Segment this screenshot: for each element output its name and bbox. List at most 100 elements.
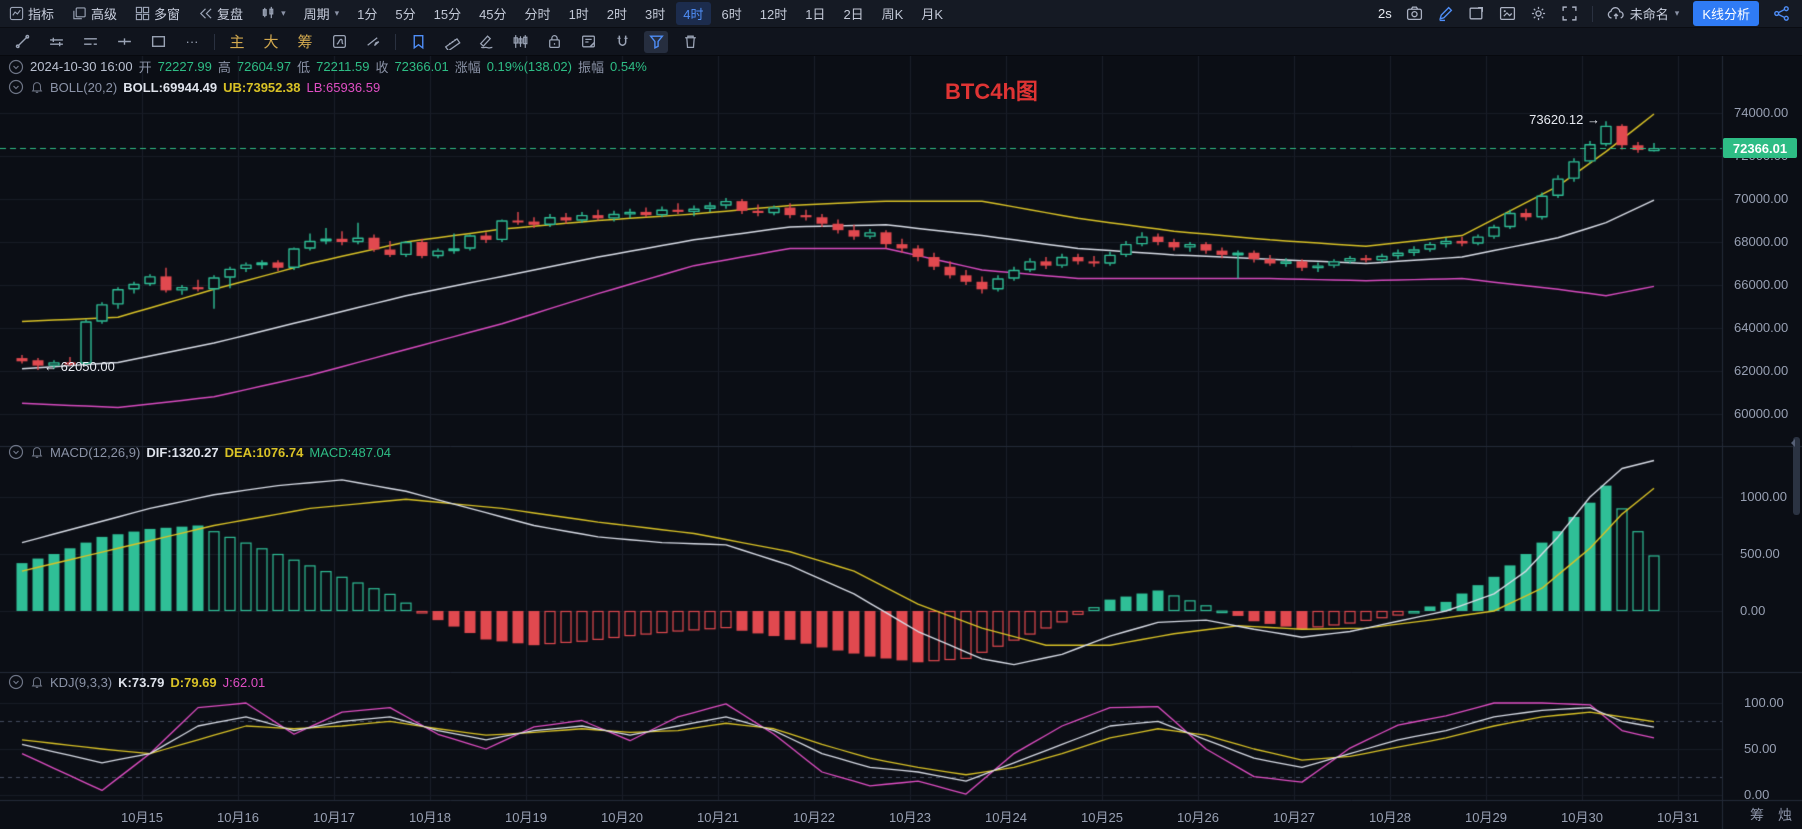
timeframe-4时[interactable]: 4时	[676, 2, 711, 25]
date-axis-label: 10月25	[1081, 810, 1123, 825]
timeframe-1日[interactable]: 1日	[805, 7, 826, 22]
candle-pattern-icon[interactable]	[508, 31, 532, 53]
low-label: 低	[297, 60, 311, 75]
open-value: 72227.99	[157, 59, 212, 74]
parallel-channel-icon[interactable]	[44, 31, 68, 53]
cross-line-icon[interactable]	[112, 31, 136, 53]
nav-item-label: 多窗	[154, 7, 181, 22]
boll-ub-value: UB:73952.38	[223, 79, 301, 95]
trend-line-icon[interactable]	[10, 31, 34, 53]
nav-item-label: 复盘	[217, 7, 244, 22]
nav-item-advanced[interactable]: 高级	[63, 0, 126, 28]
k-value: K:73.79	[118, 674, 165, 690]
add-window-icon[interactable]	[1468, 5, 1485, 22]
more-tools-icon[interactable]: ···	[185, 34, 199, 49]
timeframe-周K[interactable]: 周K	[881, 7, 904, 22]
date-axis-label: 10月31	[1657, 810, 1699, 825]
timeframe-月K[interactable]: 月K	[921, 7, 944, 22]
date-axis-label: 10月30	[1561, 810, 1603, 825]
low-price-annotation[interactable]: ← 62050.00	[44, 359, 115, 374]
date-axis-label: 10月22	[793, 810, 835, 825]
collapse-chevron-icon[interactable]	[8, 59, 24, 75]
nav-item-multiwindow[interactable]: 多窗	[126, 0, 189, 28]
timeframe-3时[interactable]: 3时	[645, 7, 666, 22]
timeframe-45分[interactable]: 45分	[479, 7, 507, 22]
chip-distribution-button[interactable]: 筹	[297, 34, 313, 51]
collapse-chevron-icon[interactable]	[8, 444, 24, 460]
layout-name: 未命名	[1629, 7, 1669, 22]
candle-style-menu[interactable]: ▾	[252, 0, 295, 28]
nav-item-replay[interactable]: 复盘	[189, 0, 252, 28]
price-axis-label: 60000.00	[1734, 406, 1789, 421]
share-icon[interactable]	[1773, 5, 1790, 22]
lock-icon[interactable]	[542, 31, 566, 53]
image-layout-icon[interactable]	[1499, 5, 1516, 22]
boll-lb-value: LB:65936.59	[306, 79, 381, 95]
timeframe-分时[interactable]: 分时	[524, 7, 551, 22]
date-axis-label: 10月18	[409, 810, 451, 825]
camera-icon[interactable]	[1406, 5, 1423, 22]
magnet-icon[interactable]	[610, 31, 634, 53]
timeframe-2时[interactable]: 2时	[606, 7, 628, 22]
date-axis-label: 10月26	[1177, 810, 1219, 825]
top-nav: 指标 高级 多窗 复盘 ▾ 周期 ▾ 1分 5分 15分 45分 分时 1时 2时 3时 4时 6时 12…	[0, 0, 1802, 28]
trash-icon[interactable]	[678, 31, 702, 53]
kdj-name: KDJ(9,3,3)	[50, 674, 113, 690]
date-axis-label: 10月19	[505, 810, 547, 825]
date-axis-label: 10月28	[1369, 810, 1411, 825]
date-axis-label: 10月15	[121, 810, 163, 825]
chevron-down-icon: ▾	[334, 8, 340, 18]
close-label: 收	[375, 60, 389, 75]
large-view-button[interactable]: 大	[263, 34, 279, 51]
cursor-tool-icon[interactable]	[361, 31, 385, 53]
price-axis-label: 68000.00	[1734, 234, 1789, 249]
high-price-annotation[interactable]: 73620.12 →	[1529, 112, 1600, 127]
pane-scrollbar[interactable]	[1791, 437, 1800, 515]
rectangle-tool-icon[interactable]	[146, 31, 170, 53]
cloud-upload-icon	[1607, 6, 1624, 19]
period-menu[interactable]: 周期 ▾	[295, 0, 349, 28]
timeframe-1分[interactable]: 1分	[357, 7, 378, 22]
cloud-save-menu[interactable]: 未命名 ▾	[1607, 4, 1679, 23]
timeframe-1时[interactable]: 1时	[568, 7, 589, 22]
macd-axis-label: 1000.00	[1740, 489, 1787, 504]
chart-title: BTC4h图	[945, 79, 1038, 104]
brush-icon[interactable]	[474, 31, 498, 53]
timeframe-5分[interactable]: 5分	[395, 7, 416, 22]
nav-item-indicator[interactable]: 指标	[0, 0, 63, 28]
timeframe-2日[interactable]: 2日	[843, 7, 864, 22]
date-axis-label: 10月17	[313, 810, 355, 825]
delay-indicator: 2s	[1378, 6, 1392, 21]
date-axis-label: 10月16	[217, 810, 259, 825]
alert-bell-icon[interactable]	[30, 80, 44, 94]
chip-toggle[interactable]: 筹	[1750, 807, 1764, 823]
bookmark-icon[interactable]	[406, 31, 430, 53]
ruler-icon[interactable]	[440, 31, 464, 53]
main-indicator-button[interactable]: 主	[229, 34, 245, 51]
alert-bell-icon[interactable]	[30, 445, 44, 459]
timeframe-6时[interactable]: 6时	[721, 7, 742, 22]
draw-pencil-icon[interactable]	[1437, 5, 1454, 22]
price-axis-label: 64000.00	[1734, 320, 1789, 335]
note-edit-icon[interactable]	[576, 31, 600, 53]
timeframe-15分[interactable]: 15分	[433, 7, 462, 22]
timeframe-12时[interactable]: 12时	[759, 7, 788, 22]
d-value: D:79.69	[170, 674, 217, 690]
kline-analysis-button[interactable]: K线分析	[1693, 1, 1759, 26]
collapse-chevron-icon[interactable]	[8, 79, 24, 95]
annotate-icon[interactable]	[327, 31, 351, 53]
kdj-axis-label: 0.00	[1744, 787, 1770, 802]
nav-item-label: 指标	[28, 7, 55, 22]
fullscreen-icon[interactable]	[1561, 5, 1578, 22]
date-axis-label: 10月27	[1273, 810, 1315, 825]
filter-icon[interactable]	[644, 30, 668, 53]
alert-bell-icon[interactable]	[30, 675, 44, 689]
horizontal-line-icon[interactable]	[78, 31, 102, 53]
high-value: 72604.97	[236, 59, 292, 74]
collapse-chevron-icon[interactable]	[8, 674, 24, 690]
candle-toggle[interactable]: 烛	[1778, 807, 1792, 823]
settings-gear-icon[interactable]	[1530, 5, 1547, 22]
macd-axis-label: 500.00	[1740, 546, 1780, 561]
